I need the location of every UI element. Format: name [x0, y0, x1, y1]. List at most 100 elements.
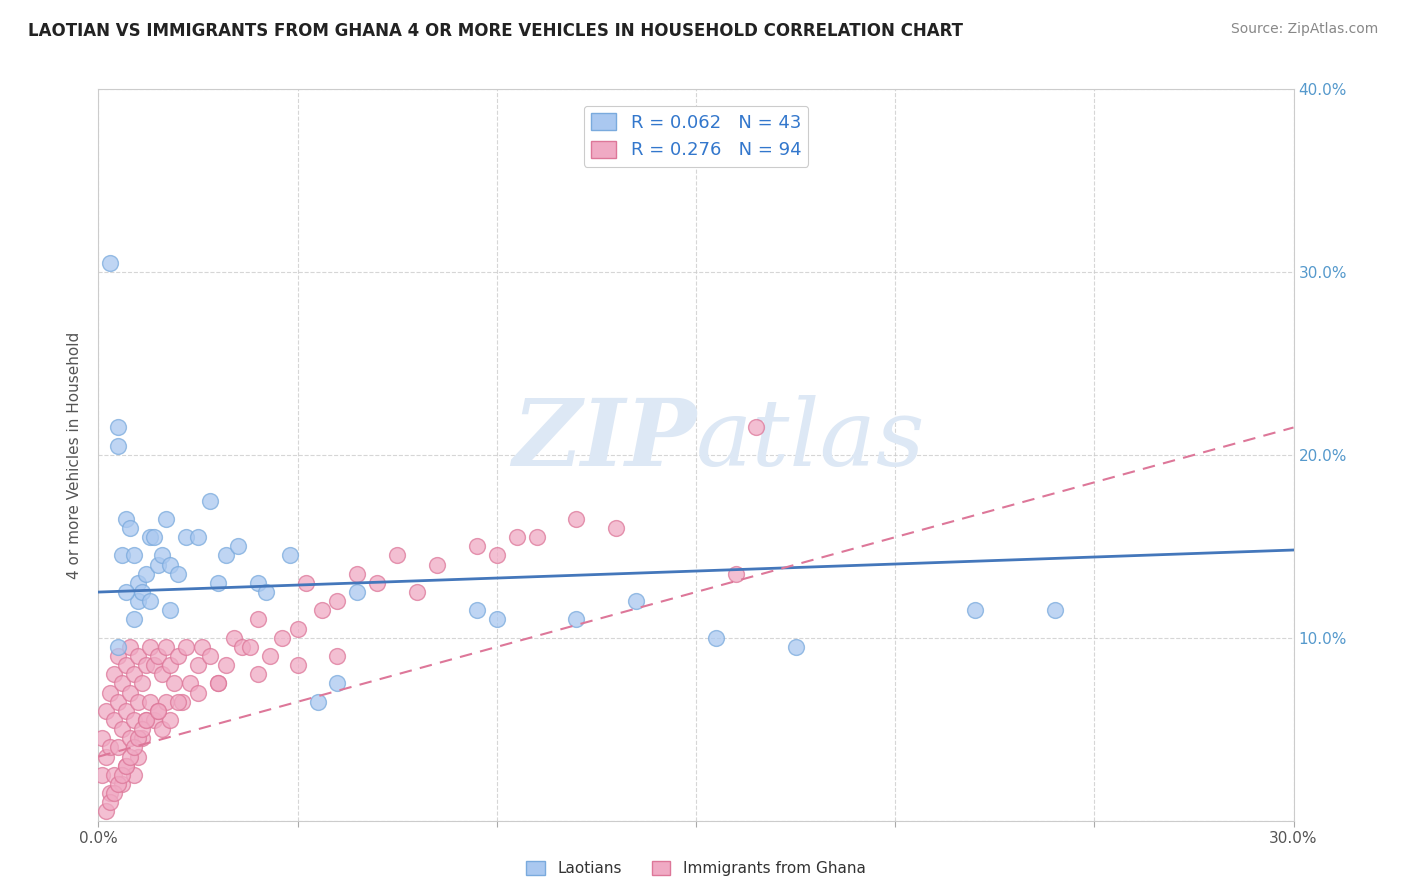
Point — [163, 676, 186, 690]
Point — [143, 530, 166, 544]
Point — [148, 649, 170, 664]
Point — [150, 667, 173, 681]
Point — [465, 539, 488, 553]
Point — [311, 603, 333, 617]
Point — [120, 521, 142, 535]
Point — [139, 695, 162, 709]
Point — [198, 649, 221, 664]
Point — [174, 530, 197, 544]
Point — [127, 749, 149, 764]
Point — [346, 566, 368, 581]
Point — [100, 256, 122, 270]
Point — [111, 676, 134, 690]
Point — [148, 558, 170, 572]
Point — [124, 768, 146, 782]
Text: atlas: atlas — [696, 395, 925, 485]
Point — [150, 723, 173, 737]
Point — [127, 649, 149, 664]
Point — [226, 539, 249, 553]
Point — [704, 631, 727, 645]
Point — [174, 640, 197, 654]
Point — [96, 749, 118, 764]
Point — [111, 777, 134, 791]
Point — [179, 676, 201, 690]
Point — [107, 777, 129, 791]
Point — [120, 685, 142, 699]
Point — [270, 631, 292, 645]
Point — [124, 713, 146, 727]
Point — [120, 731, 142, 746]
Point — [100, 796, 122, 810]
Point — [207, 676, 229, 690]
Point — [143, 658, 166, 673]
Point — [426, 558, 449, 572]
Point — [131, 731, 153, 746]
Point — [100, 786, 122, 800]
Point — [191, 640, 214, 654]
Point — [172, 695, 194, 709]
Text: ZIP: ZIP — [512, 395, 696, 485]
Point — [124, 549, 146, 563]
Point — [135, 713, 157, 727]
Point — [259, 649, 281, 664]
Point — [963, 603, 986, 617]
Point — [159, 658, 181, 673]
Point — [187, 685, 209, 699]
Point — [150, 549, 173, 563]
Point — [215, 658, 238, 673]
Point — [724, 566, 747, 581]
Point — [107, 649, 129, 664]
Point — [406, 585, 429, 599]
Point — [155, 695, 177, 709]
Point — [115, 704, 138, 718]
Point — [103, 786, 125, 800]
Y-axis label: 4 or more Vehicles in Household: 4 or more Vehicles in Household — [67, 331, 83, 579]
Point — [127, 576, 149, 591]
Point — [127, 594, 149, 608]
Point — [96, 704, 118, 718]
Point — [155, 512, 177, 526]
Point — [111, 723, 134, 737]
Point — [207, 676, 229, 690]
Legend: Laotians, Immigrants from Ghana: Laotians, Immigrants from Ghana — [520, 855, 872, 882]
Point — [287, 622, 309, 636]
Point — [307, 695, 329, 709]
Point — [115, 658, 138, 673]
Point — [526, 530, 548, 544]
Point — [115, 512, 138, 526]
Point — [326, 649, 349, 664]
Point — [198, 493, 221, 508]
Point — [326, 594, 349, 608]
Point — [148, 704, 170, 718]
Point — [485, 549, 508, 563]
Point — [785, 640, 807, 654]
Point — [124, 613, 146, 627]
Point — [131, 676, 153, 690]
Point — [131, 585, 153, 599]
Point — [278, 549, 301, 563]
Point — [148, 704, 170, 718]
Point — [124, 667, 146, 681]
Point — [139, 530, 162, 544]
Point — [745, 420, 768, 434]
Point — [246, 613, 269, 627]
Point — [115, 758, 138, 772]
Point — [626, 594, 648, 608]
Point — [187, 530, 209, 544]
Point — [565, 512, 588, 526]
Point — [239, 640, 262, 654]
Point — [366, 576, 388, 591]
Point — [485, 613, 508, 627]
Point — [385, 549, 409, 563]
Text: LAOTIAN VS IMMIGRANTS FROM GHANA 4 OR MORE VEHICLES IN HOUSEHOLD CORRELATION CHA: LAOTIAN VS IMMIGRANTS FROM GHANA 4 OR MO… — [28, 22, 963, 40]
Point — [120, 749, 142, 764]
Point — [167, 566, 190, 581]
Point — [103, 667, 125, 681]
Point — [155, 640, 177, 654]
Point — [246, 576, 269, 591]
Point — [159, 603, 181, 617]
Point — [506, 530, 529, 544]
Point — [115, 758, 138, 772]
Point — [565, 613, 588, 627]
Point — [159, 713, 181, 727]
